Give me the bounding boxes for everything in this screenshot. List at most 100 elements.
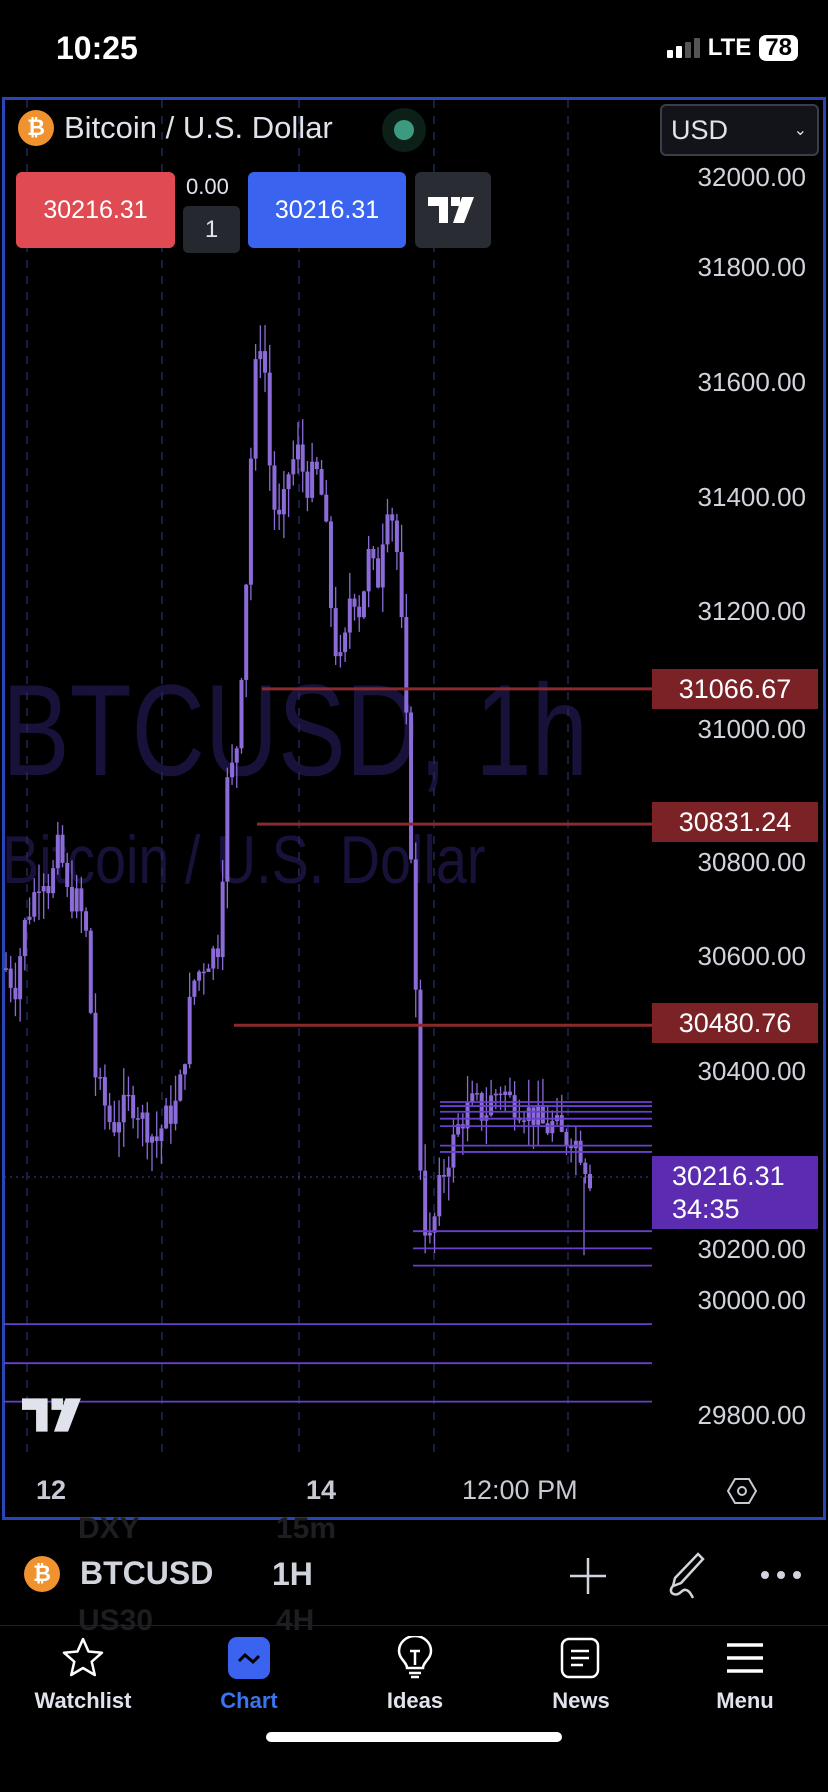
tab-news[interactable]: News <box>498 1636 664 1714</box>
candle-body <box>131 1095 136 1119</box>
bitcoin-icon: ₿ <box>18 110 54 146</box>
candle-body <box>201 971 206 974</box>
candle-body <box>272 465 277 510</box>
candle-body <box>140 1112 145 1119</box>
candle-body <box>526 1107 531 1122</box>
sell-button[interactable]: 30216.31 <box>16 172 175 248</box>
candle-body <box>366 548 371 592</box>
symbol-name: BTCUSD <box>80 1555 214 1591</box>
tab-chart[interactable]: Chart <box>166 1636 332 1714</box>
candle-body <box>107 1105 112 1123</box>
price-label: 31000.00 <box>697 714 806 744</box>
candle-body <box>164 1105 169 1129</box>
home-indicator[interactable] <box>266 1732 562 1742</box>
more-options-icon[interactable] <box>760 1568 802 1586</box>
candle-body <box>423 1170 428 1236</box>
candle-body <box>74 888 79 912</box>
candle-body <box>135 1118 140 1120</box>
price-label: 30400.00 <box>697 1055 806 1086</box>
network-label: LTE <box>707 34 752 61</box>
buy-button[interactable]: 30216.31 <box>248 172 406 248</box>
candle-body <box>84 911 89 931</box>
candle-body <box>564 1131 569 1146</box>
candle-body <box>413 859 418 990</box>
candle-body <box>206 968 211 972</box>
candle-body <box>380 544 385 588</box>
add-icon[interactable] <box>568 1556 608 1601</box>
symbol-title[interactable]: ₿ Bitcoin / U.S. Dollar <box>18 110 333 146</box>
candle-body <box>187 996 192 1065</box>
price-label: 32000.00 <box>697 162 806 192</box>
candle-body <box>36 891 41 893</box>
time-label: 12:00 PM <box>462 1475 578 1505</box>
candle-body <box>437 1175 442 1217</box>
candle-body <box>79 888 84 912</box>
candle-body <box>404 617 409 713</box>
candle-body <box>32 892 37 917</box>
chart-settings-icon[interactable] <box>726 1476 758 1511</box>
candle-body <box>253 359 258 459</box>
currency-select[interactable]: USD ⌄ <box>660 104 819 156</box>
price-label: 29800.00 <box>697 1400 806 1430</box>
ghost-interval: 4H <box>276 1604 315 1637</box>
candle-body <box>178 1074 183 1101</box>
candle-body <box>319 469 324 495</box>
candle-body <box>22 919 27 957</box>
candle-body <box>112 1122 117 1133</box>
candle-body <box>215 948 220 958</box>
candle-body <box>8 968 13 988</box>
candle-body <box>588 1173 592 1189</box>
level-label: 30480.76 <box>652 1003 818 1043</box>
candle-body <box>286 474 291 490</box>
tab-ideas[interactable]: Ideas <box>332 1636 498 1714</box>
tab-label: Menu <box>716 1688 774 1713</box>
chevron-down-icon: ⌄ <box>793 122 807 139</box>
candle-body <box>267 372 272 466</box>
candle-body <box>559 1115 564 1132</box>
candle-body <box>117 1122 122 1133</box>
tradingview-logo-button[interactable] <box>415 172 491 248</box>
candle-body <box>385 514 390 545</box>
candle-body <box>150 1136 154 1143</box>
candle-body <box>432 1216 437 1233</box>
candle-body <box>550 1120 555 1134</box>
candle-body <box>474 1093 479 1095</box>
candle-body <box>263 351 268 373</box>
candle-body <box>234 748 239 763</box>
candle-body <box>239 679 244 749</box>
candle-body <box>211 948 216 969</box>
tab-watchlist[interactable]: Watchlist <box>0 1636 166 1714</box>
status-time: 10:25 <box>56 30 138 66</box>
candle-body <box>371 548 376 559</box>
tab-label: Watchlist <box>34 1688 132 1713</box>
candle-body <box>102 1077 107 1106</box>
candle-body <box>573 1140 578 1149</box>
drawing-tools-icon[interactable] <box>662 1550 706 1605</box>
candle-body <box>456 1124 461 1135</box>
quantity-field[interactable]: 1 <box>183 206 240 253</box>
candle-body <box>65 862 70 887</box>
candle-body <box>498 1093 503 1096</box>
candle-body <box>314 461 319 470</box>
tradingview-logo-icon <box>428 197 474 223</box>
symbol-picker[interactable]: ₿ BTCUSD <box>24 1555 213 1592</box>
watermark-description: Bitcoin / U.S. Dollar <box>2 822 486 898</box>
level-label: 31066.67 <box>652 669 818 709</box>
interval-picker[interactable]: 1H <box>272 1556 313 1592</box>
price-label: 31800.00 <box>697 252 806 282</box>
candle-body <box>98 1077 103 1079</box>
candle-body <box>27 916 32 920</box>
candle-body <box>197 971 202 981</box>
candle-body <box>376 558 381 588</box>
candle-body <box>409 712 414 860</box>
market-open-status-icon[interactable] <box>382 108 426 152</box>
price-label: 31200.00 <box>697 596 806 627</box>
candle-body <box>41 886 46 892</box>
candle-body <box>192 980 197 997</box>
spread-value: 0.00 <box>186 174 229 199</box>
chart-area[interactable] <box>2 97 826 1520</box>
tab-menu[interactable]: Menu <box>662 1636 828 1714</box>
candle-body <box>328 521 333 609</box>
price-label: 31400.00 <box>697 481 806 512</box>
